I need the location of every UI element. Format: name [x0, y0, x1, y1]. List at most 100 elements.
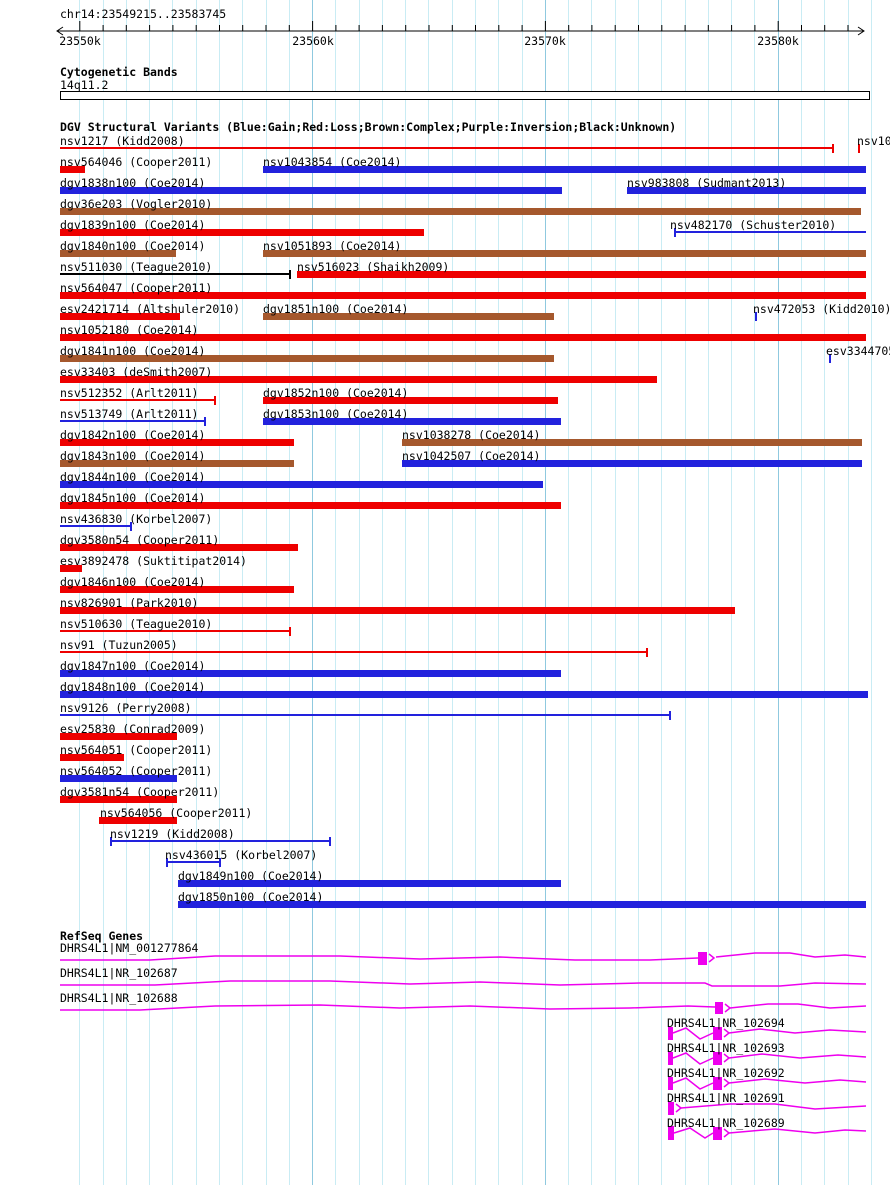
gene-exon[interactable] — [713, 1127, 722, 1140]
variant-glyph-bar[interactable] — [60, 607, 735, 614]
gene-model[interactable] — [668, 1077, 867, 1090]
gene-label[interactable]: DHRS4L1|NR_102694 — [667, 1016, 785, 1030]
variant-glyph-bar[interactable] — [178, 901, 866, 908]
variant-glyph-point[interactable] — [755, 312, 757, 321]
variant-glyph-endtick[interactable] — [669, 711, 671, 720]
variant-label[interactable]: nsv1217 (Kidd2008) — [60, 134, 185, 148]
variant-label[interactable]: dgv1848n100 (Coe2014) — [60, 680, 206, 694]
variant-glyph-bar[interactable] — [60, 775, 177, 782]
gene-label[interactable]: DHRS4L1|NM_001277864 — [60, 941, 199, 955]
gene-exon[interactable] — [668, 1077, 673, 1090]
variant-glyph-bar[interactable] — [60, 586, 294, 593]
gene-exon[interactable] — [713, 1027, 722, 1040]
gene-exon[interactable] — [715, 1002, 723, 1014]
gene-exon[interactable] — [713, 1077, 722, 1090]
variant-label[interactable]: nsv1052180 (Coe2014) — [60, 323, 199, 337]
variant-label[interactable]: dgv1841n100 (Coe2014) — [60, 344, 206, 358]
variant-label[interactable]: nsv983808 (Sudmant2013) — [627, 176, 787, 190]
variant-label[interactable]: nsv1219 (Kidd2008) — [110, 827, 235, 841]
variant-glyph-line[interactable] — [60, 525, 131, 527]
variant-glyph-bar[interactable] — [60, 334, 866, 341]
variant-glyph-bar[interactable] — [60, 166, 85, 173]
variant-glyph-bar[interactable] — [60, 733, 177, 740]
variant-glyph-endtick[interactable] — [130, 522, 132, 531]
gene-intron-line[interactable] — [60, 955, 699, 961]
variant-glyph-bar[interactable] — [60, 313, 180, 320]
variant-label[interactable]: nsv10 — [857, 134, 890, 148]
gene-model[interactable] — [60, 980, 867, 987]
gene-exon[interactable] — [698, 952, 707, 965]
variant-glyph-bar[interactable] — [402, 460, 862, 467]
gene-model[interactable] — [668, 1052, 867, 1065]
variant-glyph-endtick[interactable] — [329, 837, 331, 846]
variant-glyph-bar[interactable] — [99, 817, 177, 824]
gene-intron-line[interactable] — [60, 980, 867, 987]
variant-label[interactable]: esv25830 (Conrad2009) — [60, 722, 206, 736]
variant-label[interactable]: nsv516023 (Shaikh2009) — [297, 260, 450, 274]
variant-label[interactable]: dgv1853n100 (Coe2014) — [263, 407, 409, 421]
variant-label[interactable]: dgv1846n100 (Coe2014) — [60, 575, 206, 589]
variant-glyph-bar[interactable] — [60, 565, 82, 572]
variant-glyph-point[interactable] — [858, 144, 860, 153]
variant-label[interactable]: nsv564052 (Cooper2011) — [60, 764, 213, 778]
cytoband-rect[interactable] — [60, 91, 870, 100]
gene-label[interactable]: DHRS4L1|NR_102691 — [667, 1091, 785, 1105]
variant-label[interactable]: dgv1838n100 (Coe2014) — [60, 176, 206, 190]
variant-glyph-bar[interactable] — [627, 187, 866, 194]
variant-glyph-line[interactable] — [60, 630, 290, 632]
gene-exon[interactable] — [668, 1052, 673, 1065]
variant-glyph-endtick[interactable] — [289, 270, 291, 279]
variant-glyph-bar[interactable] — [60, 439, 294, 446]
variant-glyph-bar[interactable] — [263, 397, 558, 404]
variant-label[interactable]: dgv1852n100 (Coe2014) — [263, 386, 409, 400]
gene-label[interactable]: DHRS4L1|NR_102687 — [60, 966, 178, 980]
variant-glyph-bar[interactable] — [60, 376, 657, 383]
gene-exon[interactable] — [668, 1126, 674, 1140]
variant-label[interactable]: dgv1842n100 (Coe2014) — [60, 428, 206, 442]
variant-glyph-line[interactable] — [60, 420, 205, 422]
gene-intron-line[interactable] — [728, 1128, 867, 1134]
variant-glyph-line[interactable] — [110, 840, 330, 842]
variant-label[interactable]: dgv1844n100 (Coe2014) — [60, 470, 206, 484]
variant-glyph-bar[interactable] — [297, 271, 866, 278]
variant-label[interactable]: nsv826901 (Park2010) — [60, 596, 199, 610]
gene-intron-line[interactable] — [728, 1028, 867, 1034]
variant-label[interactable]: nsv436015 (Korbel2007) — [165, 848, 318, 862]
variant-glyph-line[interactable] — [60, 651, 647, 653]
variant-label[interactable]: nsv564047 (Cooper2011) — [60, 281, 213, 295]
variant-label[interactable]: dgv1849n100 (Coe2014) — [178, 869, 324, 883]
variant-label[interactable]: nsv9126 (Perry2008) — [60, 701, 192, 715]
gene-model[interactable] — [668, 1027, 867, 1040]
variant-label[interactable]: nsv564056 (Cooper2011) — [100, 806, 253, 820]
variant-label[interactable]: nsv510630 (Teague2010) — [60, 617, 213, 631]
variant-glyph-bar[interactable] — [263, 166, 866, 173]
gene-intron-line[interactable] — [60, 1004, 716, 1011]
variant-glyph-line[interactable] — [60, 273, 290, 275]
gene-intron-line[interactable] — [680, 1103, 867, 1110]
gene-model[interactable] — [668, 1126, 867, 1140]
variant-glyph-bar[interactable] — [263, 313, 554, 320]
variant-glyph-point[interactable] — [829, 354, 831, 363]
gene-intron-line[interactable] — [728, 1078, 867, 1084]
variant-label[interactable]: nsv513749 (Arlt2011) — [60, 407, 199, 421]
gene-intron-line[interactable] — [672, 1077, 714, 1090]
gene-exon[interactable] — [713, 1052, 722, 1065]
variant-label[interactable]: esv3892478 (Suktitipat2014) — [60, 554, 247, 568]
variant-label[interactable]: dgv1839n100 (Coe2014) — [60, 218, 206, 232]
variant-label[interactable]: dgv3581n54 (Cooper2011) — [60, 785, 220, 799]
variant-glyph-bar[interactable] — [60, 250, 176, 257]
variant-glyph-endtick[interactable] — [204, 417, 206, 426]
variant-label[interactable]: dgv1850n100 (Coe2014) — [178, 890, 324, 904]
variant-glyph-endtick[interactable] — [219, 858, 221, 867]
variant-glyph-line[interactable] — [674, 231, 866, 233]
variant-glyph-endtick[interactable] — [214, 396, 216, 405]
variant-glyph-bar[interactable] — [60, 208, 861, 215]
variant-glyph-endtick[interactable] — [110, 837, 112, 846]
gene-intron-line[interactable] — [672, 1027, 714, 1040]
variant-glyph-bar[interactable] — [60, 355, 554, 362]
variant-glyph-bar[interactable] — [178, 880, 561, 887]
variant-label[interactable]: nsv564051 (Cooper2011) — [60, 743, 213, 757]
gene-label[interactable]: DHRS4L1|NR_102692 — [667, 1066, 785, 1080]
variant-label[interactable]: nsv564046 (Cooper2011) — [60, 155, 213, 169]
variant-glyph-bar[interactable] — [60, 460, 294, 467]
